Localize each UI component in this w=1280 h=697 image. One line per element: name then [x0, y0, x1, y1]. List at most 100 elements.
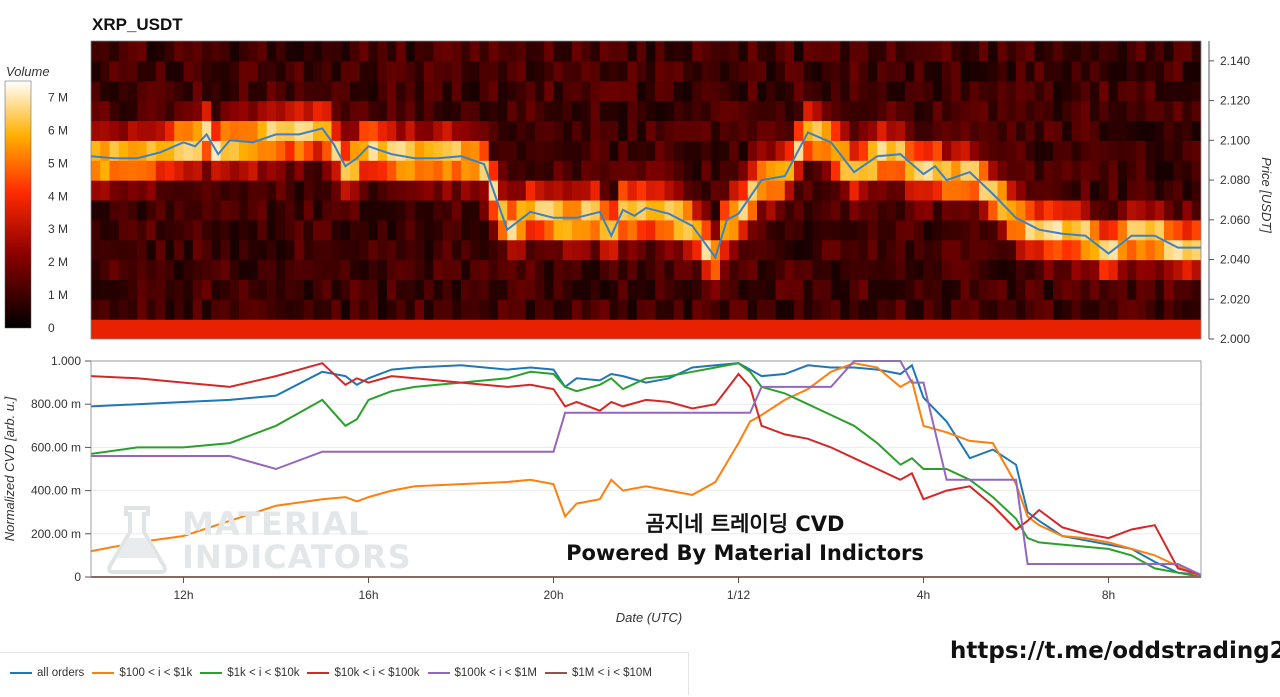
heatmap-cell	[1006, 80, 1017, 102]
heatmap-cell	[701, 219, 712, 241]
heatmap-cell	[923, 319, 934, 339]
heatmap-cell	[701, 100, 712, 122]
heatmap-cell	[636, 100, 647, 122]
heatmap-cell	[414, 60, 425, 82]
heatmap-cell	[738, 259, 749, 280]
heatmap-cell	[812, 239, 823, 261]
legend-label: $100 < i < $1k	[119, 667, 193, 679]
heatmap-cell	[794, 199, 804, 221]
price-tick-label: 2.140	[1220, 54, 1250, 68]
heatmap-cell	[276, 319, 286, 339]
legend-frame	[0, 652, 689, 695]
heatmap-cell	[858, 279, 869, 300]
heatmap-cell	[701, 180, 712, 201]
heatmap-cell	[572, 319, 582, 339]
heatmap-cell	[498, 140, 508, 161]
heatmap-cell	[673, 120, 684, 141]
legend-item[interactable]: $1M < i < $10M	[545, 667, 652, 679]
heatmap-cell	[997, 239, 1008, 261]
heatmap-cell	[239, 100, 249, 122]
heatmap-cell	[239, 259, 249, 280]
heatmap-cell	[414, 219, 425, 241]
heatmap-cell	[979, 279, 989, 300]
heatmap-cell	[553, 219, 564, 241]
heatmap-cell	[331, 299, 342, 320]
date-axis-label: Date (UTC)	[616, 610, 682, 625]
heatmap-cell	[1136, 299, 1147, 320]
heatmap-cell	[932, 219, 943, 241]
heatmap-cell	[609, 319, 619, 339]
heatmap-cell	[581, 299, 592, 320]
legend-item[interactable]: $1k < i < $10k	[200, 667, 299, 679]
heatmap-cell	[747, 219, 758, 241]
heatmap-cell	[599, 80, 610, 102]
heatmap-cell	[868, 120, 878, 141]
heatmap-cell	[710, 41, 721, 62]
heatmap-cell	[507, 199, 518, 221]
heatmap-cell	[414, 239, 425, 261]
legend-item[interactable]: $100 < i < $1k	[92, 667, 192, 679]
heatmap-cell	[729, 100, 740, 122]
heatmap-cell	[932, 239, 943, 261]
heatmap-cell	[146, 41, 157, 62]
heatmap-cell	[692, 60, 703, 82]
heatmap-cell	[470, 80, 481, 102]
legend-item[interactable]: $10k < i < $100k	[307, 667, 420, 679]
heatmap-cell	[609, 299, 619, 320]
heatmap-cell	[451, 120, 462, 141]
legend-item[interactable]: all orders	[10, 667, 84, 679]
heatmap-cell	[451, 199, 462, 221]
heatmap-cell	[1145, 259, 1156, 280]
telegram-link[interactable]: https://t.me/oddstrading2	[950, 638, 1280, 664]
heatmap-cell	[664, 219, 675, 241]
heatmap-cell	[387, 80, 397, 102]
heatmap-cell	[239, 80, 249, 102]
heatmap-cell	[692, 299, 703, 320]
heatmap-cell	[562, 299, 573, 320]
heatmap-cell	[313, 199, 323, 221]
heatmap-cell	[553, 120, 564, 141]
heatmap-cell	[488, 259, 499, 280]
heatmap-cell	[165, 60, 175, 82]
heatmap-cell	[942, 160, 952, 181]
heatmap-cell	[377, 319, 388, 339]
heatmap-cell	[359, 80, 370, 102]
heatmap-cell	[1043, 199, 1054, 221]
heatmap-cell	[599, 100, 610, 122]
heatmap-cell	[997, 60, 1008, 82]
heatmap-cell	[775, 41, 786, 62]
heatmap-cell	[627, 299, 638, 320]
heatmap-cell	[960, 160, 971, 181]
heatmap-cell	[1145, 319, 1156, 339]
legend-item[interactable]: $100k < i < $1M	[427, 667, 537, 679]
heatmap-cell	[220, 140, 231, 161]
heatmap-cell	[599, 41, 610, 62]
heatmap-cell	[747, 319, 758, 339]
heatmap-cell	[285, 319, 296, 339]
heatmap-cell	[729, 140, 740, 161]
heatmap-cell	[969, 80, 980, 102]
heatmap-cell	[285, 60, 296, 82]
heatmap-cell	[359, 299, 370, 320]
heatmap-cell	[516, 279, 527, 300]
colorbar-tick-label: 1 M	[48, 288, 68, 302]
heatmap-cell	[581, 41, 592, 62]
heatmap-cell	[821, 239, 832, 261]
heatmap-cell	[109, 299, 120, 320]
heatmap-cell	[137, 160, 148, 181]
heatmap-cell	[405, 80, 416, 102]
heatmap-cell	[590, 100, 601, 122]
heatmap-cell	[997, 80, 1008, 102]
heatmap-cell	[1099, 140, 1110, 161]
heatmap-cell	[507, 41, 518, 62]
heatmap-cell	[137, 41, 148, 62]
heatmap-cell	[849, 199, 860, 221]
heatmap-cell	[618, 140, 629, 161]
heatmap-cell	[276, 41, 286, 62]
heatmap-cell	[803, 299, 814, 320]
heatmap-cell	[1034, 299, 1045, 320]
heatmap-cell	[183, 319, 194, 339]
heatmap-cell	[914, 319, 925, 339]
heatmap-cell	[840, 299, 851, 320]
heatmap-cell	[118, 299, 129, 320]
